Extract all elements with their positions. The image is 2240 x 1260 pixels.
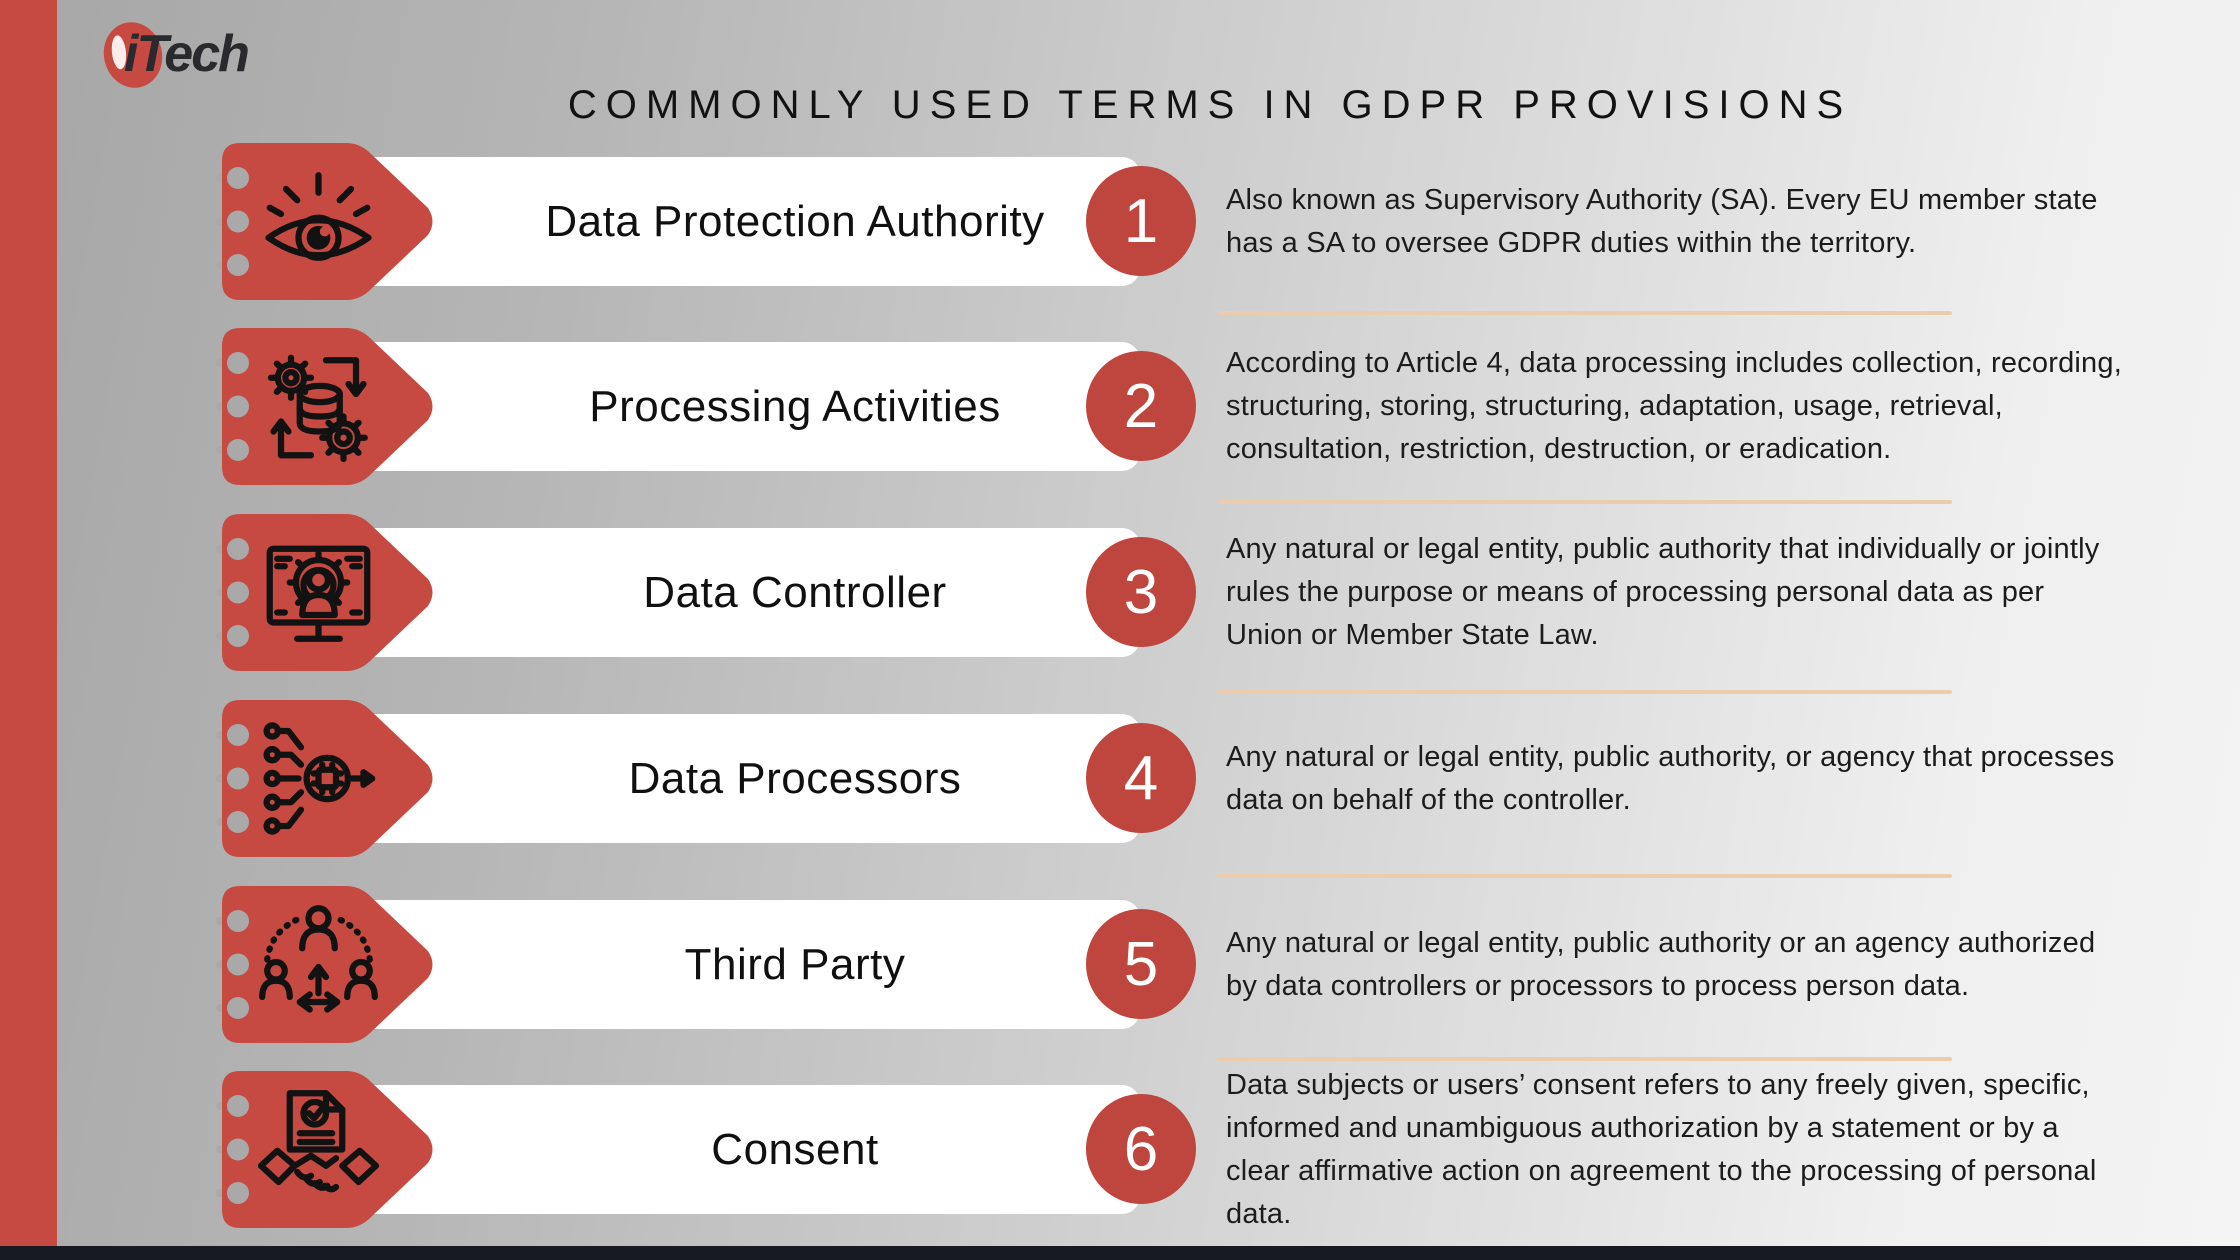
term-number: 2 bbox=[1123, 371, 1159, 441]
term-number-badge: 3 bbox=[1086, 537, 1196, 647]
divider-line bbox=[1218, 690, 1952, 694]
term-number: 4 bbox=[1123, 743, 1159, 813]
divider-line bbox=[1218, 874, 1952, 878]
term-number: 5 bbox=[1123, 929, 1159, 999]
term-row: Data Controller 3 Any natural or legal e… bbox=[0, 514, 2240, 671]
term-banner: Data Protection Authority bbox=[320, 157, 1140, 286]
term-number: 3 bbox=[1123, 557, 1159, 627]
term-row: Processing Activities 2 According to Art… bbox=[0, 328, 2240, 485]
term-banner: Processing Activities bbox=[320, 342, 1140, 471]
term-banner: Consent bbox=[320, 1085, 1140, 1214]
left-accent-bar bbox=[0, 0, 57, 1248]
term-banner: Third Party bbox=[320, 900, 1140, 1029]
term-tag-arrow bbox=[216, 514, 433, 671]
divider-line bbox=[1218, 500, 1952, 504]
term-banner: Data Controller bbox=[320, 528, 1140, 657]
term-description: According to Article 4, data processing … bbox=[1226, 347, 2122, 465]
term-number-badge: 4 bbox=[1086, 723, 1196, 833]
processing-gears-icon bbox=[267, 354, 368, 463]
third-party-people-icon bbox=[259, 905, 378, 1013]
term-row: Data Protection Authority 1 Also known a… bbox=[0, 143, 2240, 300]
itech-logo: iTech bbox=[96, 15, 316, 95]
term-tag-arrow bbox=[216, 328, 433, 485]
monitor-user-gear-icon bbox=[266, 545, 371, 642]
divider-line bbox=[1218, 311, 1952, 315]
term-number-badge: 6 bbox=[1086, 1094, 1196, 1204]
term-tag-arrow bbox=[216, 1071, 433, 1228]
term-label: Consent bbox=[711, 1124, 879, 1174]
term-row: Data Processors 4 Any natural or legal e… bbox=[0, 700, 2240, 857]
data-flow-cpu-icon bbox=[263, 722, 376, 835]
footer-bar bbox=[0, 1246, 2240, 1260]
eye-icon bbox=[265, 172, 372, 261]
page-title: COMMONLY USED TERMS IN GDPR PROVISIONS bbox=[567, 82, 1853, 127]
term-description: Also known as Supervisory Authority (SA)… bbox=[1226, 183, 2098, 259]
term-number: 6 bbox=[1123, 1114, 1159, 1184]
term-number-badge: 1 bbox=[1086, 166, 1196, 276]
itech-logo-text: iTech bbox=[124, 25, 250, 83]
term-label: Data Protection Authority bbox=[545, 196, 1045, 246]
term-number: 1 bbox=[1123, 186, 1159, 256]
term-description: Any natural or legal entity, public auth… bbox=[1226, 740, 2115, 816]
divider-line bbox=[1218, 1057, 1952, 1061]
term-description: Data subjects or users’ consent refers t… bbox=[1226, 1068, 2097, 1230]
term-row: Consent 6 Data subjects or users’ consen… bbox=[0, 1068, 2240, 1230]
term-number-badge: 5 bbox=[1086, 909, 1196, 1019]
consent-handshake-icon bbox=[257, 1090, 380, 1193]
term-tag-arrow bbox=[216, 886, 433, 1043]
term-label: Processing Activities bbox=[589, 381, 1001, 431]
term-label: Data Controller bbox=[643, 567, 947, 617]
term-row: Third Party 5 Any natural or legal entit… bbox=[0, 886, 2240, 1043]
term-description: Any natural or legal entity, public auth… bbox=[1226, 533, 2100, 651]
term-number-badge: 2 bbox=[1086, 351, 1196, 461]
term-tag-arrow bbox=[216, 143, 433, 300]
term-description: Any natural or legal entity, public auth… bbox=[1226, 926, 2096, 1002]
term-tag-arrow bbox=[216, 700, 433, 857]
term-banner: Data Processors bbox=[320, 714, 1140, 843]
term-label: Data Processors bbox=[628, 753, 962, 803]
term-label: Third Party bbox=[684, 939, 906, 989]
